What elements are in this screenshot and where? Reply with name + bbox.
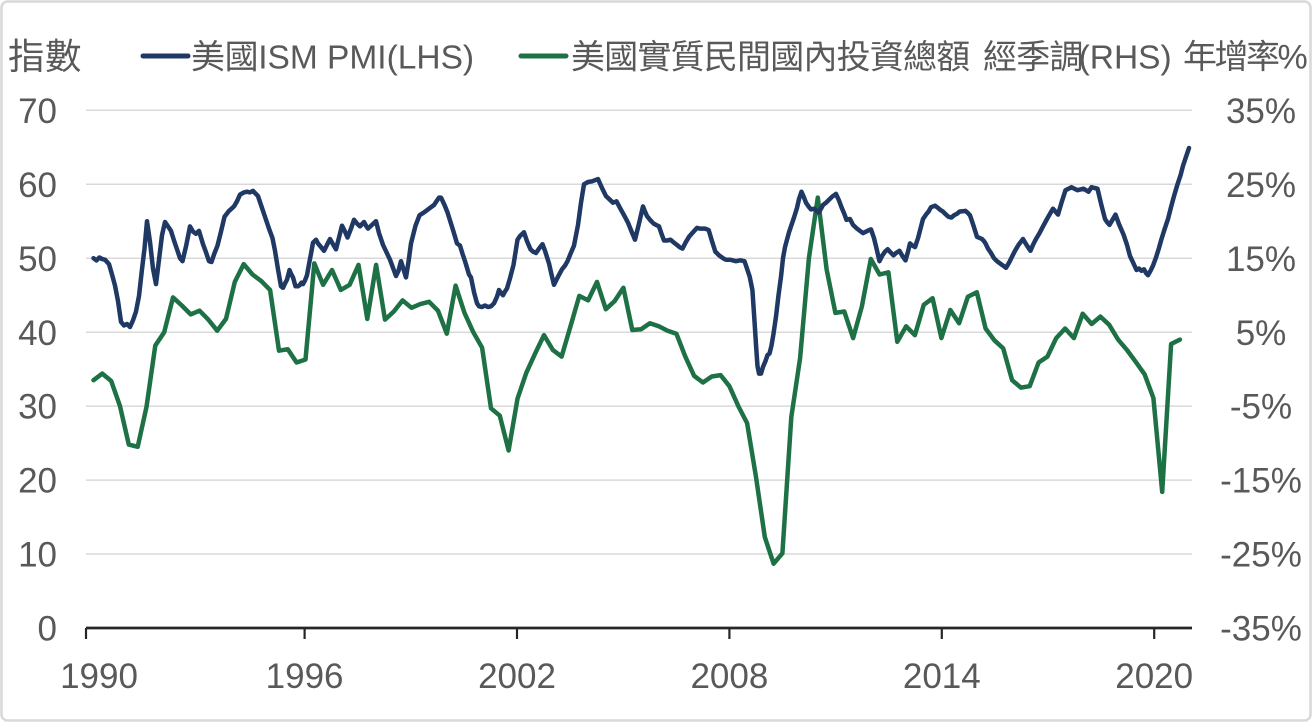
svg-text:2008: 2008 [690,657,768,696]
svg-text:40: 40 [18,314,57,353]
svg-text:30: 30 [18,388,57,427]
svg-text:60: 60 [18,166,57,205]
svg-text:20: 20 [18,462,57,501]
svg-text:-15%: -15% [1220,462,1302,501]
svg-text:15%: 15% [1226,240,1296,279]
svg-text:25%: 25% [1226,166,1296,205]
svg-text:1996: 1996 [266,657,344,696]
svg-text:0: 0 [38,610,57,649]
svg-text:%: % [1278,38,1308,76]
svg-text:35%: 35% [1226,92,1296,131]
svg-text:(RHS): (RHS) [1079,40,1172,77]
svg-text:-35%: -35% [1220,610,1302,649]
svg-text:2020: 2020 [1115,657,1193,696]
svg-text:ISM PMI(LHS): ISM PMI(LHS) [258,40,474,77]
svg-text:70: 70 [18,92,57,131]
svg-text:5%: 5% [1236,314,1287,353]
svg-text:-5%: -5% [1230,388,1292,427]
svg-text:50: 50 [18,240,57,279]
svg-text:2002: 2002 [478,657,556,696]
svg-text:10: 10 [18,536,57,575]
svg-text:2014: 2014 [903,657,981,696]
svg-text:-25%: -25% [1220,536,1302,575]
svg-text:1990: 1990 [60,657,138,696]
